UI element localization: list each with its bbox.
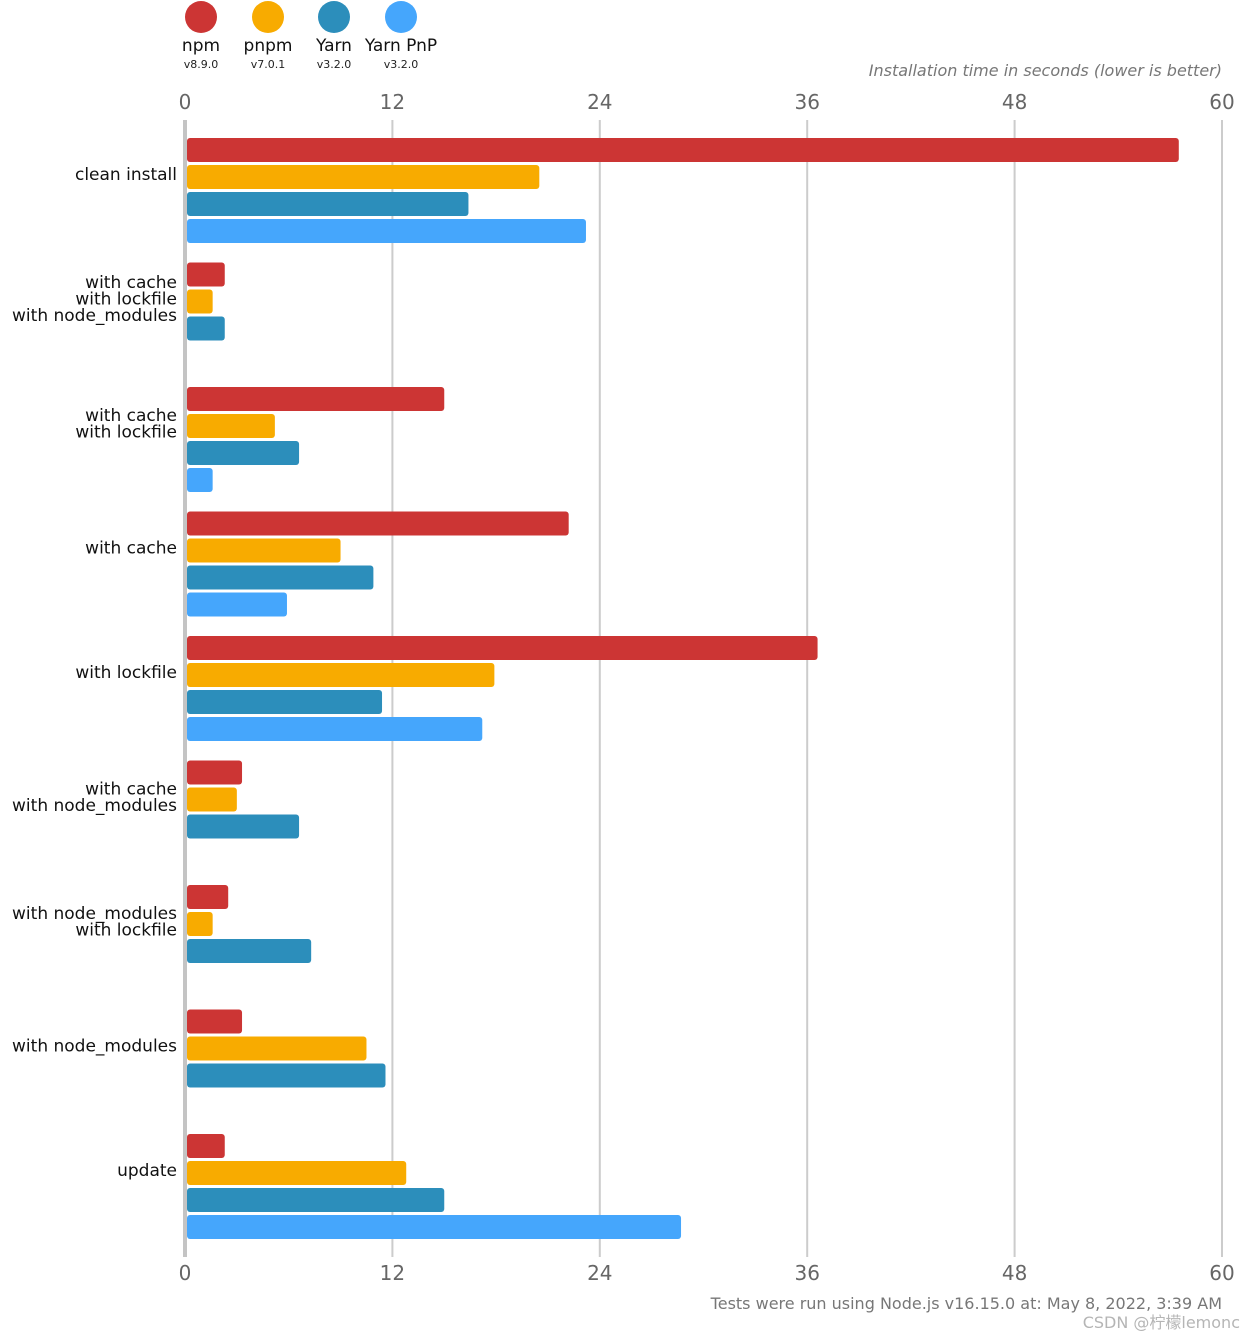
tick-label-bottom: 24 xyxy=(587,1261,612,1285)
bar-pnpm xyxy=(187,165,540,189)
x-axis-title: Installation time in seconds (lower is b… xyxy=(869,61,1222,80)
tick-label-bottom: 12 xyxy=(380,1261,405,1285)
legend-swatch-yarn xyxy=(318,1,350,33)
grid-layer xyxy=(391,120,1223,1257)
bar-pnpm xyxy=(187,414,275,438)
legend: npm v8.9.0 pnpm v7.0.1 Yarn v3.2.0 Yarn PnP v3.… xyxy=(182,1,437,71)
bar-npm xyxy=(187,511,569,536)
bar-yarn-pnp xyxy=(187,468,213,492)
bar-yarn xyxy=(187,690,383,714)
legend-swatch-npm xyxy=(185,1,217,33)
bar-npm xyxy=(187,138,1179,162)
bar-yarn xyxy=(187,1188,445,1212)
bar-pnpm xyxy=(187,1161,407,1185)
bar-yarn xyxy=(187,814,300,839)
category-label: with cache with lockfile with node_modules xyxy=(12,273,177,326)
bar-pnpm xyxy=(187,1036,367,1061)
tick-label-top: 48 xyxy=(1002,90,1027,114)
tick-label-bottom: 60 xyxy=(1209,1261,1234,1285)
legend-version: v8.9.0 xyxy=(184,58,219,71)
category-label: with lockfile xyxy=(75,663,177,683)
bar-npm xyxy=(187,262,225,287)
tick-label-top: 0 xyxy=(179,90,192,114)
legend-name: npm xyxy=(182,36,220,56)
category-label: with cache with lockfile xyxy=(75,406,177,443)
category-label: with node_modules xyxy=(12,1037,177,1057)
tick-label-bottom: 48 xyxy=(1002,1261,1027,1285)
bar-npm xyxy=(187,636,818,660)
bar-yarn xyxy=(187,1063,386,1088)
category-label: clean install xyxy=(75,165,177,185)
bar-yarn xyxy=(187,565,374,590)
bar-npm xyxy=(187,1134,225,1158)
tick-label-top: 60 xyxy=(1209,90,1234,114)
bar-pnpm xyxy=(187,538,341,563)
legend-name: pnpm xyxy=(244,36,293,56)
bar-npm xyxy=(187,1009,243,1034)
legend-swatch-pnpm xyxy=(252,1,284,33)
category-label: with cache xyxy=(85,539,177,559)
tick-label-top: 36 xyxy=(794,90,819,114)
bar-pnpm xyxy=(187,289,213,314)
tick-label-top: 12 xyxy=(380,90,405,114)
bar-yarn xyxy=(187,192,469,216)
bar-pnpm xyxy=(187,787,237,812)
bar-yarn-pnp xyxy=(187,592,287,617)
category-label: update xyxy=(117,1161,177,1181)
bar-npm xyxy=(187,387,445,411)
bar-yarn-pnp xyxy=(187,219,586,243)
category-label: with cache with node_modules xyxy=(12,779,177,816)
bars-layer xyxy=(187,138,1179,1239)
legend-version: v3.2.0 xyxy=(384,58,419,71)
axis-layer: 0 0 12 12 24 24 36 36 48 48 60 60 xyxy=(179,90,1235,1285)
bar-yarn xyxy=(187,441,300,465)
category-label: with node_modules with lockfile xyxy=(12,904,177,941)
legend-name: Yarn xyxy=(315,36,352,56)
bar-yarn-pnp xyxy=(187,1215,682,1239)
bar-yarn xyxy=(187,939,312,963)
bar-npm xyxy=(187,760,243,785)
tick-label-bottom: 0 xyxy=(179,1261,192,1285)
bar-npm xyxy=(187,885,229,909)
bar-yarn-pnp xyxy=(187,717,483,741)
watermark-text: CSDN @柠檬lemonc xyxy=(1083,1313,1240,1332)
legend-version: v7.0.1 xyxy=(251,58,286,71)
legend-swatch-yarn-pnp xyxy=(385,1,417,33)
legend-name: Yarn PnP xyxy=(364,36,437,56)
tick-label-top: 24 xyxy=(587,90,612,114)
bar-pnpm xyxy=(187,912,213,936)
footnote: Tests were run using Node.js v16.15.0 at… xyxy=(710,1294,1222,1313)
bar-pnpm xyxy=(187,663,495,687)
tick-label-bottom: 36 xyxy=(794,1261,819,1285)
legend-version: v3.2.0 xyxy=(317,58,352,71)
bar-yarn xyxy=(187,316,225,341)
